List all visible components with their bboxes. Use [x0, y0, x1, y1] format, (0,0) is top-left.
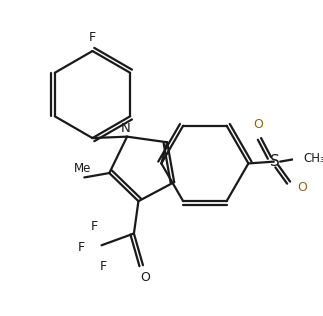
Text: F: F: [78, 240, 85, 254]
Text: O: O: [297, 180, 307, 193]
Text: F: F: [89, 31, 96, 44]
Text: N: N: [120, 122, 130, 135]
Text: Me: Me: [74, 162, 91, 175]
Text: F: F: [100, 260, 107, 273]
Text: F: F: [91, 220, 98, 233]
Text: O: O: [254, 118, 263, 131]
Text: CH₃: CH₃: [304, 151, 323, 165]
Text: O: O: [140, 271, 150, 284]
Text: S: S: [270, 154, 280, 169]
